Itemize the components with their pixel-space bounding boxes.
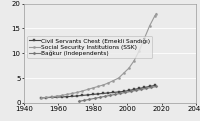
Social Security Institutions (SSK) xyxy=(76,92,79,93)
Social Security Institutions (SSK) xyxy=(86,89,89,90)
Social Security Institutions (SSK) xyxy=(102,84,104,86)
Bağkur (Independents) xyxy=(155,86,158,87)
Line: Bağkur (Independents): Bağkur (Independents) xyxy=(78,85,157,102)
Bağkur (Independents) xyxy=(83,100,85,101)
Bağkur (Independents) xyxy=(119,93,122,94)
Civil Servants Chest (Emekli Sandığı) xyxy=(86,94,89,96)
Civil Servants Chest (Emekli Sandığı) xyxy=(112,92,115,93)
Social Security Institutions (SSK) xyxy=(107,82,109,84)
Bağkur (Independents) xyxy=(145,88,147,89)
Civil Servants Chest (Emekli Sandığı) xyxy=(148,86,151,87)
Bağkur (Independents) xyxy=(135,90,137,91)
Civil Servants Chest (Emekli Sandığı) xyxy=(50,97,53,98)
Social Security Institutions (SSK) xyxy=(40,97,42,99)
Bağkur (Independents) xyxy=(129,91,132,92)
Civil Servants Chest (Emekli Sandığı) xyxy=(128,90,130,91)
Civil Servants Chest (Emekli Sandığı) xyxy=(97,93,99,95)
Bağkur (Independents) xyxy=(109,95,111,96)
Social Security Institutions (SSK) xyxy=(112,80,115,81)
Civil Servants Chest (Emekli Sandığı) xyxy=(102,93,104,94)
Social Security Institutions (SSK) xyxy=(50,96,53,98)
Social Security Institutions (SSK) xyxy=(97,86,99,87)
Social Security Institutions (SSK) xyxy=(66,94,68,95)
Civil Servants Chest (Emekli Sandığı) xyxy=(55,96,58,98)
Civil Servants Chest (Emekli Sandığı) xyxy=(92,94,94,95)
Bağkur (Independents) xyxy=(150,87,152,88)
Bağkur (Independents) xyxy=(114,94,116,95)
Civil Servants Chest (Emekli Sandığı) xyxy=(138,88,140,89)
Social Security Institutions (SSK) xyxy=(123,72,125,74)
Bağkur (Independents) xyxy=(124,92,127,93)
Social Security Institutions (SSK) xyxy=(133,60,135,61)
Bağkur (Independents) xyxy=(104,96,106,97)
Bağkur (Independents) xyxy=(98,97,101,98)
Social Security Institutions (SSK) xyxy=(117,77,120,79)
Civil Servants Chest (Emekli Sandığı) xyxy=(107,92,109,94)
Civil Servants Chest (Emekli Sandığı) xyxy=(40,97,42,99)
Civil Servants Chest (Emekli Sandığı) xyxy=(117,91,120,93)
Civil Servants Chest (Emekli Sandığı) xyxy=(61,96,63,98)
Bağkur (Independents) xyxy=(78,101,80,102)
Civil Servants Chest (Emekli Sandığı) xyxy=(45,97,48,98)
Line: Civil Servants Chest (Emekli Sandığı): Civil Servants Chest (Emekli Sandığı) xyxy=(40,84,156,99)
Civil Servants Chest (Emekli Sandığı) xyxy=(143,87,146,88)
Bağkur (Independents) xyxy=(140,89,142,90)
Social Security Institutions (SSK) xyxy=(71,93,73,94)
Social Security Institutions (SSK) xyxy=(61,95,63,96)
Civil Servants Chest (Emekli Sandığı) xyxy=(133,89,135,90)
Civil Servants Chest (Emekli Sandığı) xyxy=(81,95,84,96)
Civil Servants Chest (Emekli Sandığı) xyxy=(154,85,156,86)
Bağkur (Independents) xyxy=(88,99,91,100)
Civil Servants Chest (Emekli Sandığı) xyxy=(71,96,73,97)
Social Security Institutions (SSK) xyxy=(143,38,146,39)
Social Security Institutions (SSK) xyxy=(155,13,158,14)
Bağkur (Independents) xyxy=(93,98,96,99)
Social Security Institutions (SSK) xyxy=(55,95,58,97)
Civil Servants Chest (Emekli Sandığı) xyxy=(123,91,125,92)
Social Security Institutions (SSK) xyxy=(45,97,48,98)
Civil Servants Chest (Emekli Sandığı) xyxy=(76,95,79,97)
Social Security Institutions (SSK) xyxy=(148,25,151,27)
Social Security Institutions (SSK) xyxy=(128,67,130,69)
Legend: Civil Servants Chest (Emekli Sandığı), Social Security Institutions (SSK), Bağku: Civil Servants Chest (Emekli Sandığı), S… xyxy=(27,36,152,58)
Social Security Institutions (SSK) xyxy=(154,15,156,17)
Civil Servants Chest (Emekli Sandığı) xyxy=(66,96,68,97)
Social Security Institutions (SSK) xyxy=(138,50,140,52)
Line: Social Security Institutions (SSK): Social Security Institutions (SSK) xyxy=(40,12,157,99)
Social Security Institutions (SSK) xyxy=(81,90,84,92)
Social Security Institutions (SSK) xyxy=(92,87,94,89)
